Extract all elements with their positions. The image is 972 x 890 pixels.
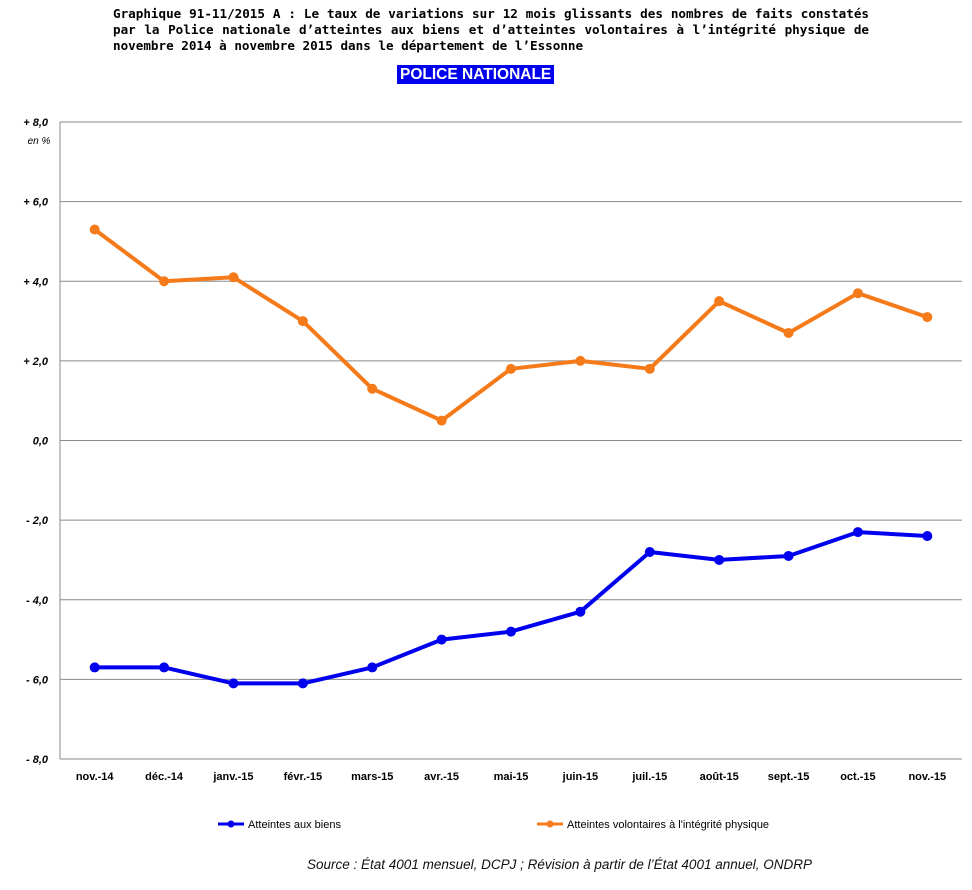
y-tick-label: - 8,0 [26, 754, 49, 766]
data-point [575, 355, 586, 366]
series-line-2 [92, 227, 930, 423]
data-point [89, 662, 100, 673]
y-tick-label: + 2,0 [23, 356, 49, 368]
data-point [922, 312, 933, 323]
legend-marker-integrite [546, 820, 554, 828]
x-tick-label: déc.-14 [145, 771, 184, 783]
y-tick-label: - 2,0 [26, 515, 49, 527]
data-point [714, 296, 725, 307]
legend: Atteintes aux biens Atteintes volontaire… [218, 819, 769, 831]
y-tick-labels: + 8,0 + 6,0 + 4,0 + 2,0 0,0 - 2,0 - 4,0 - 6,0 - … [23, 117, 49, 766]
y-tick-label: + 4,0 [23, 276, 49, 288]
x-tick-label: juil.-15 [631, 771, 667, 783]
x-tick-label: nov.-15 [908, 771, 946, 783]
data-point [575, 606, 586, 617]
data-point [852, 527, 863, 538]
data-point [644, 363, 655, 374]
legend-label-biens: Atteintes aux biens [248, 819, 341, 831]
data-point [714, 554, 725, 565]
data-point [297, 678, 308, 689]
x-tick-label: août-15 [700, 771, 739, 783]
y-tick-label: - 6,0 [26, 674, 49, 686]
y-tick-label: 0,0 [33, 436, 49, 448]
x-tick-label: oct.-15 [840, 771, 875, 783]
x-tick-label: févr.-15 [284, 771, 323, 783]
data-point [228, 272, 239, 283]
x-tick-label: nov.-14 [76, 771, 115, 783]
data-point [436, 415, 447, 426]
data-point [436, 634, 447, 645]
data-point [506, 626, 516, 637]
y-tick-label: + 8,0 [23, 117, 49, 129]
data-point [644, 546, 655, 557]
x-tick-label: mai-15 [494, 771, 529, 783]
data-point [783, 328, 794, 339]
data-series [89, 224, 933, 689]
x-tick-label: janv.-15 [212, 771, 253, 783]
police-nationale-badge: POLICE NATIONALE [397, 65, 555, 84]
data-point [367, 383, 378, 394]
y-tick-label: - 4,0 [26, 595, 49, 607]
data-point [159, 662, 170, 673]
chart-title: Graphique 91-11/2015 A : Le taux de vari… [113, 6, 869, 53]
legend-label-integrite: Atteintes volontaires à l'intégrité phys… [567, 819, 769, 831]
data-point [228, 678, 239, 689]
gridlines [60, 121, 962, 760]
data-point [159, 276, 170, 287]
x-tick-labels: nov.-14 déc.-14 janv.-15 févr.-15 mars-15 avr… [76, 771, 946, 783]
x-tick-label: juin-15 [562, 771, 598, 783]
y-tick-label: + 6,0 [23, 197, 49, 209]
data-point [922, 531, 933, 542]
x-tick-label: avr.-15 [424, 771, 459, 783]
data-point [506, 363, 516, 374]
data-point [89, 224, 100, 235]
data-point [297, 316, 308, 327]
series-line-1 [92, 530, 930, 686]
source-note: Source : État 4001 mensuel, DCPJ ; Révis… [307, 857, 813, 872]
line-chart: + 8,0 + 6,0 + 4,0 + 2,0 0,0 - 2,0 - 4,0 - 6,0 - … [23, 117, 962, 831]
data-point [852, 288, 863, 299]
x-tick-label: sept.-15 [768, 771, 810, 783]
data-point [783, 550, 794, 561]
data-point [367, 662, 378, 673]
x-tick-label: mars-15 [351, 771, 393, 783]
legend-marker-biens [227, 820, 235, 828]
unit-label: en % [28, 136, 51, 147]
